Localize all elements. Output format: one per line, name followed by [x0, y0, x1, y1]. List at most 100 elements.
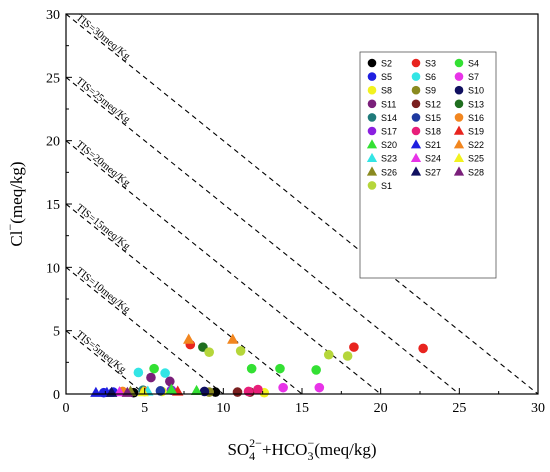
data-point [133, 367, 144, 378]
legend-marker [366, 139, 378, 149]
y-tick-label: 30 [46, 8, 60, 23]
y-tick-label: 15 [46, 198, 60, 213]
data-point [155, 386, 166, 396]
legend-entry-label: S21 [425, 140, 441, 150]
legend-marker [411, 99, 421, 109]
y-tick-label: 10 [46, 261, 60, 276]
x-axis-title-sub: 4 [249, 449, 255, 463]
legend-marker [454, 113, 464, 122]
legend-entry-label: S28 [468, 167, 484, 177]
legend-entry-label: S23 [381, 154, 397, 164]
legend-marker [454, 58, 464, 68]
data-point [165, 376, 175, 387]
y-axis-title-sup: − [3, 224, 17, 231]
legend-entry-label: S3 [425, 59, 436, 69]
legend-entry-label: S18 [425, 127, 441, 137]
x-axis-ticks: 0 5 10 15 20 25 30 [63, 388, 545, 416]
legend-marker [410, 166, 422, 176]
data-point [183, 333, 195, 344]
legend-marker [367, 113, 377, 122]
legend-entry-label: S8 [381, 86, 392, 96]
y-axis-title-part: Cl [7, 230, 26, 246]
legend-entry-label: S27 [425, 167, 441, 177]
legend-marker [411, 85, 421, 95]
legend-marker [411, 58, 421, 68]
legend-entry-label: S16 [468, 113, 484, 123]
legend-marker [454, 99, 464, 109]
legend-marker [367, 126, 377, 136]
legend-entry-label: S9 [425, 86, 436, 96]
tds-line [66, 14, 538, 394]
legend-marker [453, 125, 465, 135]
legend-entry-label: S20 [381, 140, 397, 150]
tds-line [66, 203, 303, 394]
legend-entry-label: S7 [468, 72, 479, 82]
legend-entry-label: S4 [468, 59, 479, 69]
legend-entry-label: S12 [425, 99, 441, 109]
legend-marker [367, 72, 377, 81]
y-axis-title: Cl−(meq/kg) [3, 161, 26, 246]
data-point [204, 347, 214, 358]
tds-line [66, 266, 224, 394]
legend-marker [366, 166, 378, 176]
legend-entry-label: S14 [381, 113, 397, 123]
legend-marker [411, 113, 421, 122]
legend-marker [367, 85, 377, 95]
y-axis-ticks: 0 5 10 15 20 25 30 [46, 8, 72, 403]
data-point [232, 387, 243, 397]
legend-entry-label: S5 [381, 72, 392, 82]
tds-line [66, 76, 460, 394]
legend-marker [411, 126, 421, 136]
data-point [243, 386, 254, 397]
y-axis-title-part: (meq/kg) [7, 161, 26, 223]
data-point [246, 363, 257, 374]
legend-marker [453, 166, 465, 176]
x-tick-label: 10 [216, 401, 230, 416]
data-point [160, 368, 170, 378]
legend-entry-label: S11 [381, 99, 396, 109]
data-point [418, 343, 428, 354]
data-point [278, 382, 288, 393]
legend-marker [367, 58, 377, 68]
legend-entry-label: S24 [425, 154, 441, 164]
legend-marker [454, 85, 464, 95]
x-axis-title-part: SO [227, 440, 249, 459]
tds-line [66, 330, 146, 394]
legend-marker [410, 139, 422, 149]
legend-marker [366, 152, 378, 162]
legend-entry-label: S6 [425, 72, 436, 82]
legend-entry-label: S2 [381, 59, 392, 69]
y-tick-label: 20 [46, 135, 60, 150]
data-point [149, 363, 159, 374]
legend-entry-label: S1 [381, 181, 392, 191]
legend-marker [367, 99, 377, 109]
data-point [190, 384, 203, 396]
x-tick-label: 25 [452, 401, 466, 416]
data-point [349, 342, 359, 352]
x-axis-title: SO42−+HCO3−(meq/kg) [227, 436, 376, 463]
legend-box [359, 51, 497, 279]
x-tick-label: 20 [374, 401, 388, 416]
legend-entry-label: S10 [468, 86, 484, 96]
x-tick-label: 0 [63, 401, 70, 416]
data-point [253, 384, 263, 395]
legend-entry-label: S15 [425, 113, 441, 123]
legend-marker [411, 72, 421, 81]
legend-entry-label: S22 [468, 140, 484, 150]
y-tick-label: 0 [53, 388, 60, 403]
y-tick-label: 25 [46, 71, 60, 86]
x-tick-label: 15 [295, 401, 309, 416]
data-point [323, 349, 334, 360]
x-axis-title-sup: 2− [249, 436, 262, 450]
legend-marker [454, 72, 464, 81]
x-tick-label: 5 [141, 401, 148, 416]
x-axis-title-sup: − [307, 436, 314, 450]
legend-marker [367, 181, 377, 190]
y-tick-label: 5 [53, 325, 60, 340]
legend-entry-label: S13 [468, 99, 484, 109]
x-tick-label: 30 [531, 401, 545, 416]
data-point [311, 365, 321, 375]
data-point [342, 351, 353, 361]
x-axis-title-part: +HCO [262, 440, 307, 459]
